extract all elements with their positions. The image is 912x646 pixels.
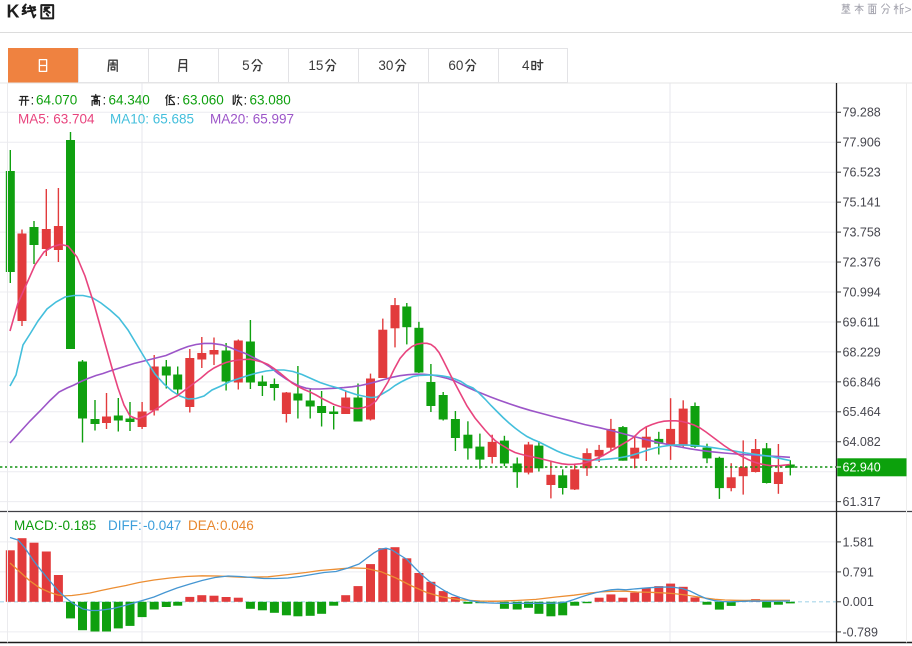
svg-text:15: 15 (308, 58, 323, 73)
svg-text:66.846: 66.846 (843, 375, 881, 389)
svg-text:K: K (7, 2, 20, 22)
svg-text:63.080: 63.080 (250, 93, 291, 108)
svg-text::: : (31, 93, 35, 108)
svg-text:-0.185: -0.185 (58, 518, 96, 533)
svg-text:MA20: 65.997: MA20: 65.997 (210, 112, 294, 127)
svg-text:62.940: 62.940 (843, 460, 881, 474)
svg-text:>: > (905, 3, 912, 17)
svg-text:1.581: 1.581 (843, 535, 874, 549)
svg-text:75.141: 75.141 (843, 196, 881, 210)
svg-text:0.001: 0.001 (843, 595, 874, 609)
svg-text:68.229: 68.229 (843, 345, 881, 359)
svg-text:5: 5 (242, 58, 250, 73)
svg-text:72.376: 72.376 (843, 255, 881, 269)
svg-text:69.611: 69.611 (843, 315, 880, 329)
svg-text:63.060: 63.060 (183, 93, 224, 108)
svg-text:DEA:: DEA: (188, 518, 220, 533)
svg-text:DIFF:: DIFF: (108, 518, 142, 533)
svg-text:64.082: 64.082 (843, 435, 881, 449)
svg-text:73.758: 73.758 (843, 226, 881, 240)
svg-text:79.288: 79.288 (843, 106, 881, 120)
svg-text:4: 4 (522, 58, 530, 73)
svg-text:70.994: 70.994 (843, 285, 881, 299)
svg-text:MA10: 65.685: MA10: 65.685 (110, 112, 194, 127)
svg-text:61.317: 61.317 (843, 495, 881, 509)
svg-text:30: 30 (378, 58, 393, 73)
svg-text:64.070: 64.070 (36, 93, 77, 108)
svg-text:MACD:: MACD: (14, 518, 58, 533)
svg-text:76.523: 76.523 (843, 166, 881, 180)
svg-text:MA5: 63.704: MA5: 63.704 (18, 112, 95, 127)
svg-text:60: 60 (448, 58, 463, 73)
svg-text:0.791: 0.791 (843, 565, 874, 579)
svg-text::: : (177, 93, 181, 108)
svg-text:65.464: 65.464 (843, 405, 881, 419)
svg-text:-0.789: -0.789 (843, 625, 878, 639)
svg-text:64.340: 64.340 (109, 93, 150, 108)
svg-text:77.906: 77.906 (843, 136, 881, 150)
svg-text:-0.047: -0.047 (143, 518, 181, 533)
svg-text:0.046: 0.046 (220, 518, 254, 533)
svg-text::: : (103, 93, 107, 108)
svg-text::: : (244, 93, 248, 108)
